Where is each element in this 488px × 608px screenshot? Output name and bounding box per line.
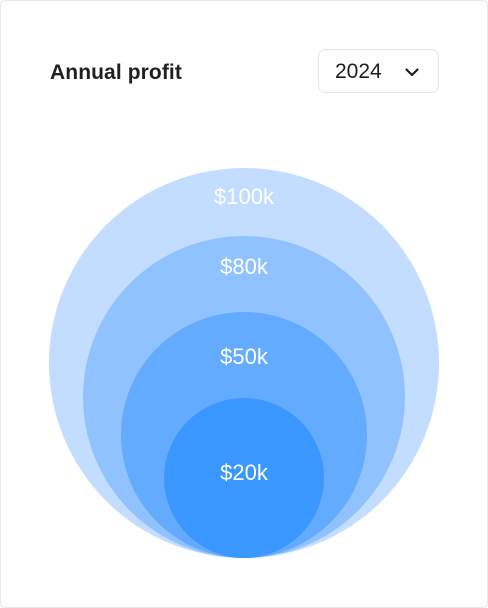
year-select-value: 2024 <box>335 60 382 83</box>
chevron-down-icon <box>405 68 419 77</box>
bubble-label-4: $20k <box>220 460 269 485</box>
bubble-4 <box>164 398 324 558</box>
card-header: Annual profit 2024 <box>1 1 487 121</box>
bubble-label-2: $80k <box>220 254 269 279</box>
year-select[interactable]: 2024 <box>318 49 439 93</box>
card-title: Annual profit <box>50 61 182 84</box>
bubble-label-3: $50k <box>220 344 269 369</box>
bubble-label-1: $100k <box>214 184 275 209</box>
